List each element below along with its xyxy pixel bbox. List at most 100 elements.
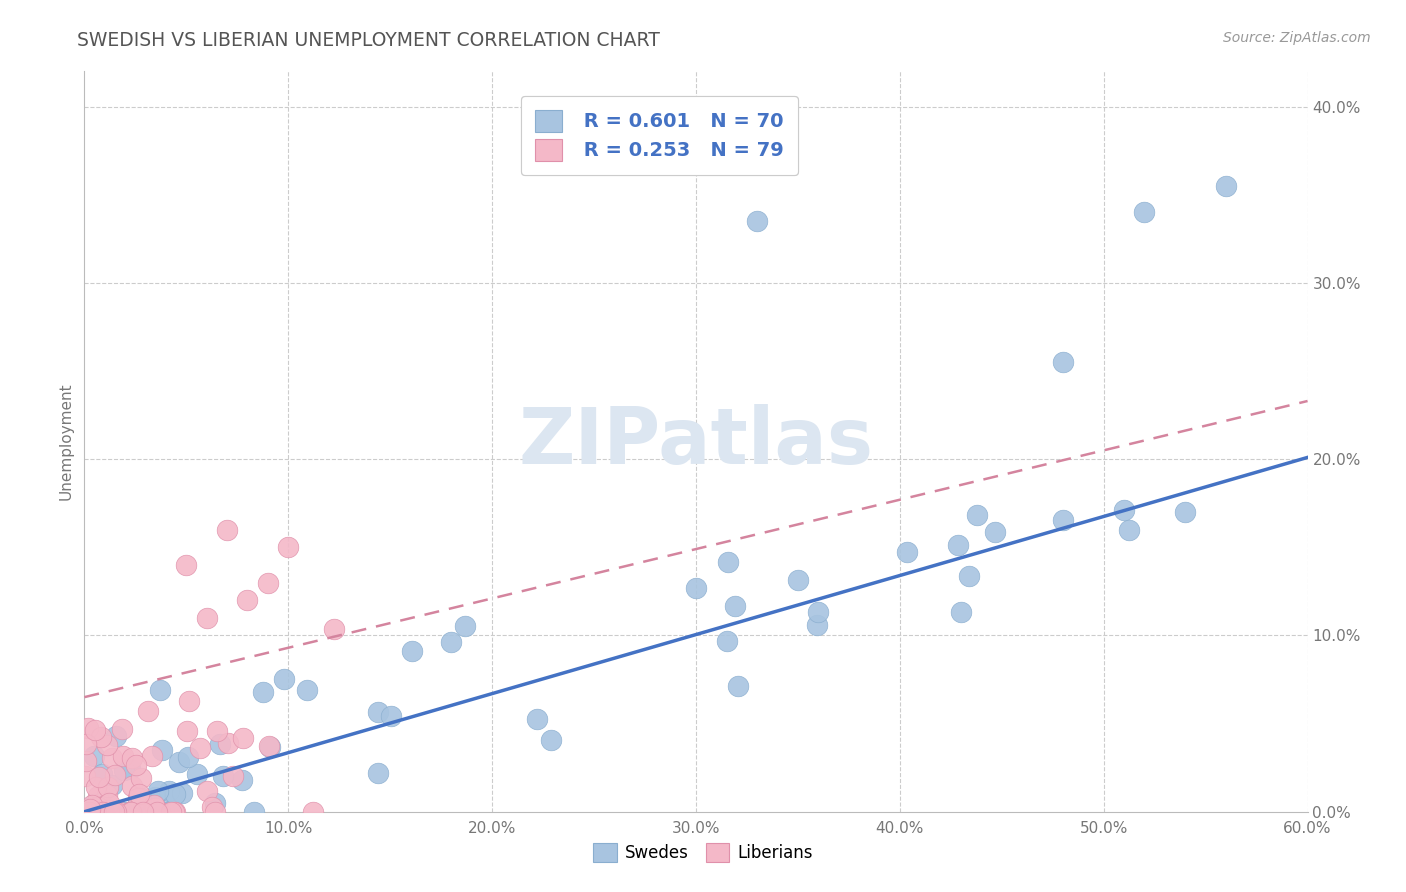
Point xyxy=(167,756,190,770)
Point xyxy=(121,751,143,765)
Point xyxy=(105,729,128,743)
Point xyxy=(252,685,274,699)
Point xyxy=(75,754,97,768)
Point xyxy=(73,769,96,783)
Point xyxy=(75,737,97,751)
Point xyxy=(1215,178,1237,193)
Point xyxy=(90,796,112,810)
Point xyxy=(540,732,562,747)
Point xyxy=(207,723,229,738)
Point xyxy=(208,737,231,751)
Point xyxy=(259,739,281,754)
Point xyxy=(204,805,226,819)
Point xyxy=(143,798,166,813)
Point xyxy=(1133,205,1156,219)
Point xyxy=(179,694,201,708)
Point xyxy=(160,805,183,819)
Point xyxy=(96,788,118,802)
Point xyxy=(87,789,110,803)
Point xyxy=(97,803,120,817)
Point xyxy=(301,805,323,819)
Point xyxy=(127,790,149,805)
Point xyxy=(170,786,193,800)
Point xyxy=(195,611,218,625)
Point xyxy=(132,805,155,819)
Point xyxy=(79,805,101,819)
Point xyxy=(152,805,174,819)
Point xyxy=(104,805,127,819)
Point xyxy=(156,805,179,819)
Point xyxy=(101,805,124,819)
Point xyxy=(129,805,152,819)
Point xyxy=(112,748,135,763)
Legend: Swedes, Liberians: Swedes, Liberians xyxy=(585,834,821,871)
Text: Source: ZipAtlas.com: Source: ZipAtlas.com xyxy=(1223,31,1371,45)
Point xyxy=(149,805,172,819)
Point xyxy=(367,705,389,719)
Point xyxy=(146,805,169,819)
Point xyxy=(188,740,211,755)
Point xyxy=(717,555,740,569)
Point xyxy=(212,769,235,783)
Point xyxy=(129,790,152,805)
Point xyxy=(132,805,155,819)
Point xyxy=(231,772,253,787)
Point xyxy=(104,768,127,782)
Point xyxy=(232,731,254,746)
Point xyxy=(146,784,169,798)
Point xyxy=(103,805,125,819)
Point xyxy=(1114,502,1136,516)
Point xyxy=(526,712,548,726)
Point xyxy=(176,724,198,739)
Point xyxy=(148,683,170,698)
Point xyxy=(120,805,142,819)
Text: ZIPatlas: ZIPatlas xyxy=(519,403,873,480)
Point xyxy=(257,575,280,590)
Point xyxy=(806,617,828,632)
Point xyxy=(84,780,107,794)
Point xyxy=(177,750,200,764)
Point xyxy=(118,805,141,819)
Point xyxy=(90,805,112,819)
Point xyxy=(401,644,423,658)
Point xyxy=(136,704,159,718)
Point xyxy=(97,796,120,810)
Point xyxy=(120,762,142,776)
Point xyxy=(103,805,125,819)
Point xyxy=(87,770,110,784)
Point xyxy=(163,787,186,801)
Point xyxy=(440,635,463,649)
Point xyxy=(131,797,153,811)
Point xyxy=(83,749,105,764)
Point xyxy=(950,605,973,619)
Point xyxy=(90,730,112,744)
Point xyxy=(966,508,988,522)
Point xyxy=(82,798,104,813)
Point xyxy=(90,767,112,781)
Point xyxy=(217,736,239,750)
Point xyxy=(807,605,830,619)
Point xyxy=(367,765,389,780)
Point xyxy=(145,801,167,815)
Point xyxy=(723,599,745,614)
Text: SWEDISH VS LIBERIAN UNEMPLOYMENT CORRELATION CHART: SWEDISH VS LIBERIAN UNEMPLOYMENT CORRELA… xyxy=(77,31,661,50)
Point xyxy=(121,779,143,793)
Point xyxy=(80,805,103,819)
Point xyxy=(112,764,135,778)
Point xyxy=(108,805,131,819)
Point xyxy=(150,743,173,757)
Point xyxy=(685,581,707,595)
Point xyxy=(115,805,138,819)
Point xyxy=(295,683,318,698)
Point xyxy=(896,545,918,559)
Point xyxy=(84,723,107,738)
Point xyxy=(129,771,152,785)
Point xyxy=(243,805,266,819)
Point xyxy=(97,780,120,795)
Point xyxy=(111,805,134,819)
Point xyxy=(1118,523,1140,537)
Point xyxy=(141,749,163,764)
Point xyxy=(128,787,150,801)
Point xyxy=(96,738,118,752)
Point xyxy=(76,805,98,819)
